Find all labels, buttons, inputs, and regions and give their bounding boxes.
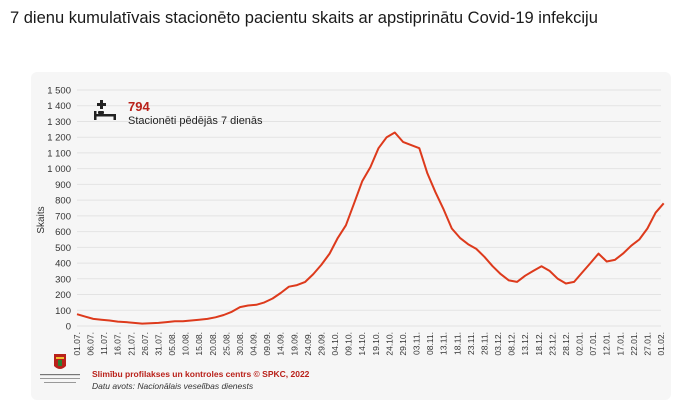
- x-tick-label: 11.07.: [99, 332, 109, 355]
- y-tick-label: 100: [55, 306, 71, 317]
- x-tick-label: 23.11.: [466, 332, 476, 355]
- x-tick-label: 04.10.: [330, 332, 340, 356]
- x-tick-label: 24.09.: [303, 332, 313, 356]
- x-tick-label: 26.07.: [140, 332, 150, 356]
- x-tick-label: 27.01.: [642, 332, 652, 356]
- x-tick-label: 18.12.: [534, 332, 544, 356]
- x-tick-label: 22.01.: [629, 332, 639, 356]
- x-tick-label: 29.09.: [316, 332, 326, 356]
- x-tick-label: 21.07.: [126, 332, 136, 356]
- x-tick-label: 25.08.: [221, 332, 231, 356]
- spkc-logo: [40, 354, 80, 383]
- y-tick-label: 0: [66, 322, 71, 333]
- y-tick-label: 1 100: [47, 148, 71, 159]
- y-tick-label: 500: [55, 243, 71, 254]
- x-tick-label: 23.12.: [547, 332, 557, 356]
- x-tick-label: 13.12.: [520, 332, 530, 356]
- chart-title: 7 dienu kumulatīvais stacionēto pacientu…: [10, 9, 598, 27]
- y-tick-label: 300: [55, 274, 71, 285]
- y-tick-label: 400: [55, 259, 71, 270]
- y-tick-label: 1 400: [47, 101, 71, 112]
- x-tick-label: 19.10.: [371, 332, 381, 356]
- x-tick-label: 15.08.: [194, 332, 204, 356]
- x-tick-label: 02.01.: [575, 332, 585, 356]
- footer-copyright: Slimību profilakses un kontroles centrs …: [92, 369, 310, 379]
- x-tick-label: 19.09.: [289, 332, 299, 356]
- y-tick-label: 900: [55, 180, 71, 191]
- y-tick-label: 1 200: [47, 133, 71, 144]
- y-axis-ticks: 0 100 200 300 400 500 600 700 800 900 1 000 1 100 1 …: [47, 86, 71, 333]
- line-chart: 0 100 200 300 400 500 600 700 800 900 1 000 1 100 1 …: [36, 86, 666, 356]
- x-tick-label: 04.09.: [249, 332, 259, 356]
- y-tick-label: 1 000: [47, 164, 71, 175]
- stat-value: 794: [128, 99, 150, 114]
- stat-label: Stacionēti pēdējās 7 dienās: [128, 115, 263, 127]
- x-tick-label: 09.10.: [344, 332, 354, 356]
- y-tick-label: 200: [55, 290, 71, 301]
- x-tick-label: 08.11.: [425, 332, 435, 355]
- x-tick-label: 28.12.: [561, 332, 571, 356]
- footer-data-source: Datu avots: Nacionālais veselības dienes…: [92, 381, 254, 391]
- grid-lines: [77, 89, 661, 327]
- x-tick-label: 14.09.: [276, 332, 286, 356]
- x-tick-label: 06.07.: [86, 332, 96, 356]
- series-line: [76, 131, 665, 325]
- series-layer: [76, 131, 665, 325]
- x-tick-label: 24.10.: [384, 332, 394, 356]
- x-tick-label: 05.08.: [167, 332, 177, 356]
- x-tick-label: 31.07.: [153, 332, 163, 356]
- x-tick-label: 03.12.: [493, 332, 503, 356]
- y-tick-label: 1 300: [47, 117, 71, 128]
- x-tick-label: 09.09.: [262, 332, 272, 356]
- chart-card: 0 100 200 300 400 500 600 700 800 900 1 000 1 100 1 …: [31, 72, 671, 400]
- x-tick-label: 30.08.: [235, 332, 245, 356]
- x-tick-label: 17.01.: [615, 332, 625, 356]
- y-tick-label: 1 500: [47, 86, 71, 97]
- x-tick-label: 14.10.: [357, 332, 367, 356]
- x-tick-label: 03.11.: [412, 332, 422, 355]
- x-tick-label: 01.07.: [72, 332, 82, 356]
- y-tick-label: 600: [55, 227, 71, 238]
- y-tick-label: 700: [55, 211, 71, 222]
- x-tick-label: 16.07.: [113, 332, 123, 356]
- x-tick-label: 28.11.: [479, 332, 489, 355]
- x-tick-label: 10.08.: [181, 332, 191, 356]
- x-tick-label: 13.11.: [439, 332, 449, 355]
- x-axis-ticks: 01.07. 06.07. 11.07. 16.07. 21.07. 26.07. 31.0…: [72, 332, 666, 356]
- x-tick-label: 08.12.: [507, 332, 517, 356]
- x-tick-label: 12.01.: [602, 332, 612, 356]
- x-tick-label: 07.01.: [588, 332, 598, 356]
- x-tick-label: 29.10.: [398, 332, 408, 356]
- x-tick-label: 01.02.: [656, 332, 666, 356]
- y-tick-label: 800: [55, 196, 71, 207]
- x-tick-label: 20.08.: [208, 332, 218, 356]
- y-axis-label: Skaits: [36, 206, 47, 233]
- x-tick-label: 18.11.: [452, 332, 462, 355]
- hospital-bed-icon: [94, 100, 116, 120]
